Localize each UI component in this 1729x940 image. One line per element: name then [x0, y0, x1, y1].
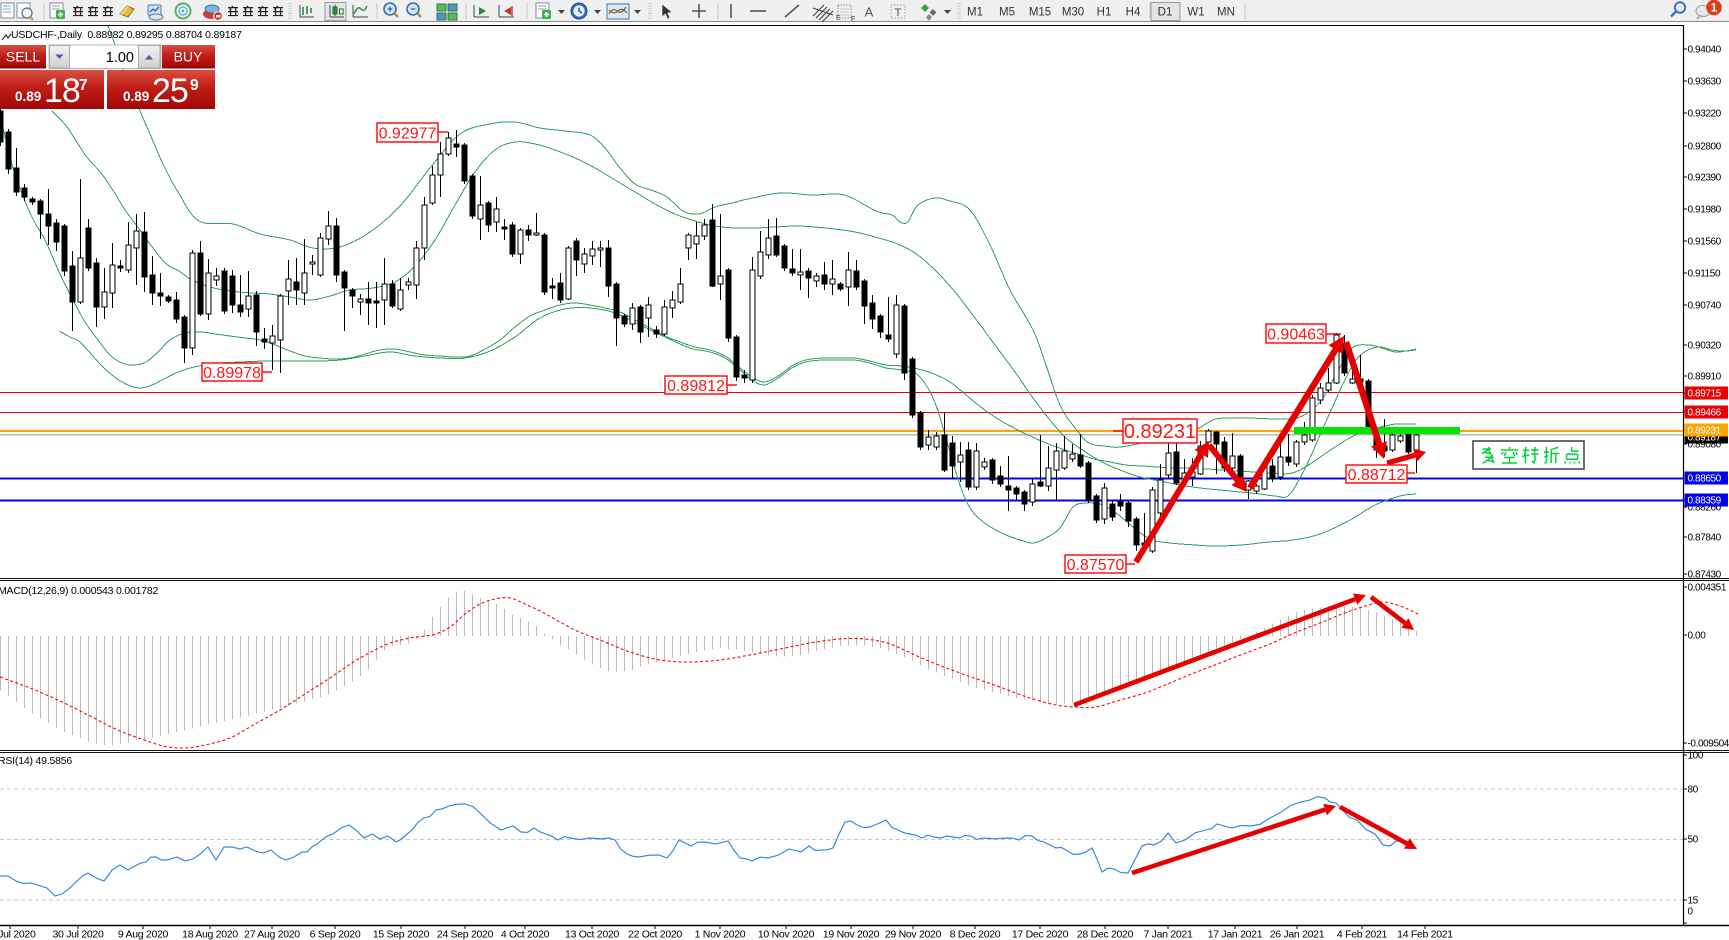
svg-text:0.89231: 0.89231: [1688, 426, 1722, 437]
svg-text:24 Sep 2020: 24 Sep 2020: [437, 929, 494, 940]
svg-text:0.88260: 0.88260: [1688, 503, 1722, 514]
svg-text:0.90320: 0.90320: [1688, 341, 1722, 352]
svg-text:H1: H1: [1097, 7, 1112, 19]
svg-text:0.90463: 0.90463: [1267, 326, 1325, 343]
svg-text:-0.009504: -0.009504: [1688, 739, 1729, 750]
svg-text:0.89715: 0.89715: [1688, 389, 1722, 400]
svg-text:28 Dec 2020: 28 Dec 2020: [1077, 929, 1134, 940]
svg-text:0.88712: 0.88712: [1348, 467, 1406, 484]
svg-text:7: 7: [79, 77, 88, 94]
svg-text:0.92800: 0.92800: [1688, 142, 1722, 153]
svg-text:H4: H4: [1126, 7, 1141, 19]
svg-text:6 Sep 2020: 6 Sep 2020: [310, 929, 361, 940]
svg-text:17 Dec 2020: 17 Dec 2020: [1012, 929, 1069, 940]
svg-text:BUY: BUY: [174, 49, 203, 65]
svg-text:+: +: [387, 4, 392, 14]
svg-text:0.92390: 0.92390: [1688, 173, 1722, 184]
svg-text:RSI(14) 49.5856: RSI(14) 49.5856: [0, 755, 72, 767]
svg-text:50: 50: [1688, 835, 1699, 846]
svg-text:14 Feb 2021: 14 Feb 2021: [1397, 929, 1453, 940]
svg-text:0.89187: 0.89187: [1688, 433, 1722, 444]
svg-text:0.94040: 0.94040: [1688, 45, 1722, 56]
svg-text:30 Jul 2020: 30 Jul 2020: [53, 929, 104, 940]
svg-text:100: 100: [1688, 751, 1704, 762]
svg-text:M15: M15: [1029, 7, 1051, 19]
svg-text:17 Jan 2021: 17 Jan 2021: [1208, 929, 1263, 940]
svg-text:−: −: [410, 4, 415, 14]
svg-text:0.91150: 0.91150: [1688, 269, 1721, 280]
svg-text:9 Aug 2020: 9 Aug 2020: [118, 929, 169, 940]
svg-text:25: 25: [152, 72, 188, 110]
svg-text:W1: W1: [1187, 7, 1204, 19]
svg-text:0.89: 0.89: [123, 89, 149, 104]
svg-text:15 Sep 2020: 15 Sep 2020: [373, 929, 430, 940]
svg-text:26 Jan 2021: 26 Jan 2021: [1270, 929, 1325, 940]
svg-text:0.89231: 0.89231: [1124, 421, 1196, 443]
svg-text:15: 15: [1688, 896, 1699, 907]
svg-text:0.88359: 0.88359: [1688, 496, 1722, 507]
svg-text:USDCHF-,Daily 0.88982 0.89295: USDCHF-,Daily 0.88982 0.89295 0.88704 0.…: [11, 29, 242, 41]
svg-text:0.89978: 0.89978: [203, 365, 261, 382]
svg-text:1: 1: [1711, 3, 1718, 15]
svg-text:8 Dec 2020: 8 Dec 2020: [950, 929, 1001, 940]
svg-text:0.89: 0.89: [15, 89, 41, 104]
svg-text:M5: M5: [999, 7, 1015, 19]
svg-text:7 Jan 2021: 7 Jan 2021: [1144, 929, 1193, 940]
svg-text:SELL: SELL: [6, 49, 40, 65]
svg-text:0.89080: 0.89080: [1688, 440, 1722, 451]
svg-text:29 Nov 2020: 29 Nov 2020: [885, 929, 942, 940]
svg-text:18: 18: [44, 72, 80, 110]
svg-text:0.90740: 0.90740: [1688, 301, 1722, 312]
svg-text:0.87840: 0.87840: [1688, 533, 1722, 544]
svg-text:D1: D1: [1158, 7, 1173, 19]
svg-text:E: E: [836, 15, 841, 22]
svg-text:9: 9: [190, 77, 199, 94]
svg-text:MN: MN: [1217, 7, 1235, 19]
svg-text:0.93630: 0.93630: [1688, 77, 1722, 88]
svg-text:22 Jul 2020: 22 Jul 2020: [0, 929, 36, 940]
svg-text:MACD(12,26,9) 0.000543 0.00178: MACD(12,26,9) 0.000543 0.001782: [0, 585, 159, 597]
svg-text:A: A: [865, 5, 874, 20]
svg-text:0.00: 0.00: [1688, 631, 1707, 642]
svg-text:M1: M1: [967, 7, 983, 19]
svg-text:0.91980: 0.91980: [1688, 205, 1722, 216]
svg-text:T: T: [895, 7, 902, 19]
svg-text:0.89466: 0.89466: [1688, 408, 1722, 419]
svg-text:4 Oct 2020: 4 Oct 2020: [501, 929, 550, 940]
svg-text:M30: M30: [1062, 7, 1084, 19]
svg-text:0.89910: 0.89910: [1688, 372, 1722, 383]
svg-text:1 Nov 2020: 1 Nov 2020: [695, 929, 746, 940]
svg-text:0.87570: 0.87570: [1067, 557, 1125, 574]
svg-text:27 Aug 2020: 27 Aug 2020: [244, 929, 300, 940]
svg-text:0.93220: 0.93220: [1688, 109, 1722, 120]
svg-text:0.004351: 0.004351: [1688, 583, 1727, 594]
svg-text:10 Nov 2020: 10 Nov 2020: [758, 929, 815, 940]
svg-text:F: F: [851, 16, 855, 23]
svg-text:4 Feb 2021: 4 Feb 2021: [1337, 929, 1388, 940]
svg-text:1.00: 1.00: [106, 50, 134, 66]
svg-text:0.92977: 0.92977: [379, 125, 437, 142]
svg-text:0.88650: 0.88650: [1688, 474, 1722, 485]
svg-text:0: 0: [1688, 907, 1694, 918]
svg-text:0.91560: 0.91560: [1688, 237, 1722, 248]
svg-text:0.89812: 0.89812: [667, 378, 725, 395]
svg-text:80: 80: [1688, 785, 1699, 796]
svg-text:13 Oct 2020: 13 Oct 2020: [565, 929, 619, 940]
svg-text:0.87430: 0.87430: [1688, 570, 1722, 581]
svg-text:18 Aug 2020: 18 Aug 2020: [182, 929, 238, 940]
svg-text:19 Nov 2020: 19 Nov 2020: [823, 929, 880, 940]
svg-text:22 Oct 2020: 22 Oct 2020: [628, 929, 682, 940]
